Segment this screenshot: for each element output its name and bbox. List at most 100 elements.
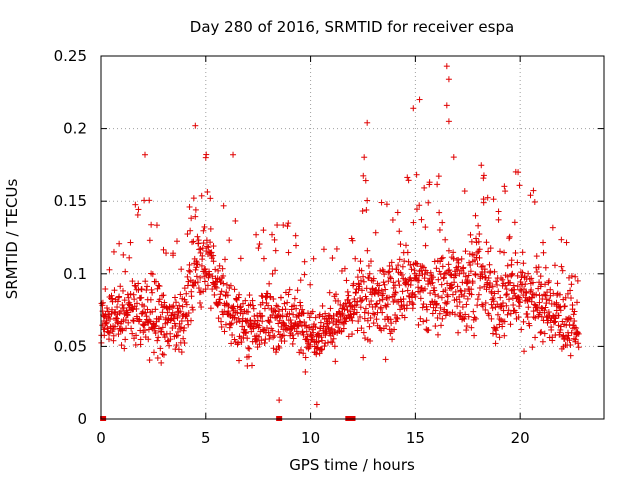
data-point xyxy=(382,286,389,293)
data-point xyxy=(410,219,417,226)
data-point xyxy=(443,102,450,109)
data-point xyxy=(554,280,561,287)
data-point xyxy=(396,256,403,263)
data-point xyxy=(423,317,430,324)
data-point xyxy=(163,250,170,257)
data-point xyxy=(568,281,575,288)
data-point xyxy=(495,208,502,215)
data-point xyxy=(421,184,428,191)
data-point xyxy=(183,290,190,297)
data-point xyxy=(482,299,489,306)
data-point xyxy=(354,298,361,305)
data-point xyxy=(329,339,336,346)
data-point xyxy=(475,238,482,245)
data-point xyxy=(563,239,570,246)
data-point xyxy=(114,298,121,305)
data-point xyxy=(450,249,457,256)
data-point xyxy=(135,280,142,287)
data-point xyxy=(322,310,329,317)
axes: 0 5 10 15 20 0 0.05 0.1 0.15 0.2 0.25 xyxy=(54,47,605,447)
data-point xyxy=(566,337,573,344)
data-point xyxy=(364,317,371,324)
data-point xyxy=(204,243,211,250)
data-point xyxy=(574,329,581,336)
data-point xyxy=(175,346,182,353)
data-point xyxy=(379,266,386,273)
data-point xyxy=(390,284,397,291)
data-point xyxy=(360,273,367,280)
data-point xyxy=(519,249,526,256)
data-point xyxy=(327,305,334,312)
data-point xyxy=(567,342,574,349)
data-point xyxy=(365,262,372,269)
data-point xyxy=(138,294,145,301)
data-point xyxy=(523,290,530,297)
data-point xyxy=(282,306,289,313)
data-point xyxy=(333,245,340,252)
data-point xyxy=(388,259,395,266)
data-point xyxy=(461,288,468,295)
data-point xyxy=(210,258,217,265)
data-point xyxy=(345,333,352,340)
data-point xyxy=(148,286,155,293)
data-point xyxy=(449,284,456,291)
data-point xyxy=(149,271,156,278)
data-point xyxy=(543,314,550,321)
data-point xyxy=(394,209,401,216)
data-point xyxy=(389,336,396,343)
data-point xyxy=(220,202,227,209)
y-tick-label: 0.1 xyxy=(63,265,87,283)
data-point xyxy=(436,226,443,233)
data-point xyxy=(391,326,398,333)
data-point xyxy=(109,306,116,313)
data-point xyxy=(300,331,307,338)
data-point xyxy=(487,280,494,287)
data-point xyxy=(489,305,496,312)
data-point xyxy=(159,324,166,331)
data-point xyxy=(260,255,267,262)
data-point xyxy=(487,245,494,252)
data-point xyxy=(408,277,415,284)
data-point xyxy=(476,246,483,253)
data-point xyxy=(532,314,539,321)
data-point xyxy=(488,315,495,322)
data-point xyxy=(516,182,523,189)
data-point xyxy=(168,304,175,311)
data-point xyxy=(503,291,510,298)
data-point xyxy=(303,328,310,335)
data-point xyxy=(130,318,137,325)
data-point xyxy=(124,291,131,298)
data-point xyxy=(349,317,356,324)
data-point xyxy=(567,315,574,322)
data-point xyxy=(190,195,197,202)
data-point xyxy=(277,294,284,301)
data-point xyxy=(248,328,255,335)
data-point xyxy=(422,224,429,231)
data-point xyxy=(101,332,108,339)
data-point xyxy=(129,278,136,285)
data-point xyxy=(285,249,292,256)
data-point xyxy=(363,206,370,213)
data-point xyxy=(457,309,464,316)
data-point xyxy=(173,299,180,306)
data-point xyxy=(542,304,549,311)
data-point xyxy=(318,334,325,341)
data-point xyxy=(447,285,454,292)
data-point xyxy=(260,227,267,234)
data-point xyxy=(160,351,167,358)
data-point xyxy=(529,291,536,298)
data-point xyxy=(396,282,403,289)
data-point xyxy=(266,319,273,326)
data-point xyxy=(286,286,293,293)
data-point xyxy=(182,298,189,305)
data-point xyxy=(454,283,461,290)
data-point xyxy=(291,302,298,309)
data-point xyxy=(565,332,572,339)
data-point xyxy=(116,240,123,247)
data-point xyxy=(274,303,281,310)
data-point xyxy=(401,314,408,321)
data-point xyxy=(354,274,361,281)
plot-frame xyxy=(100,55,605,420)
data-point xyxy=(473,235,480,242)
data-point xyxy=(119,327,126,334)
